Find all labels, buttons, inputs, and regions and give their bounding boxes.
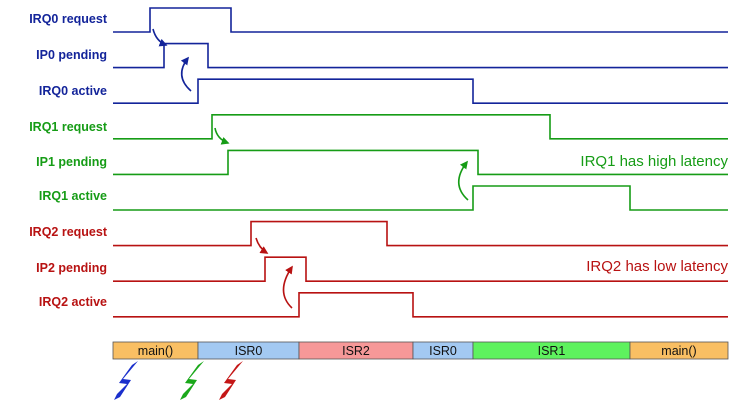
signal-label-irq2-active: IRQ2 active <box>39 295 107 309</box>
timeline-segment-label: ISR1 <box>538 344 566 358</box>
waveforms <box>113 7 728 318</box>
signal-label-irq2-request: IRQ2 request <box>29 225 108 239</box>
lightning-bolt-icon <box>114 361 138 400</box>
signal-label-irq1-active: IRQ1 active <box>39 189 107 203</box>
note-irq1-latency: IRQ1 has high latency <box>580 153 728 170</box>
execution-timeline: main() ISR0 ISR2 ISR0 ISR1 main() <box>112 341 729 360</box>
waveform-ip1-pending <box>113 149 728 176</box>
arrow-irq0-request-to-pending <box>152 28 168 47</box>
signal-label-ip1-pending: IP1 pending <box>36 155 107 169</box>
signal-label-irq0-active: IRQ0 active <box>39 84 107 98</box>
waveform-irq2-request <box>113 220 728 247</box>
timeline-segment-label: ISR0 <box>429 344 457 358</box>
arrow-irq0-pending-to-active <box>180 56 192 92</box>
lightning-bolt-icon <box>219 361 243 400</box>
signal-label-irq1-request: IRQ1 request <box>29 120 108 134</box>
timeline-segment-label: main() <box>138 344 173 358</box>
waveform-ip0-pending <box>113 42 728 69</box>
signal-label-ip0-pending: IP0 pending <box>36 48 107 62</box>
timeline-segment-label: ISR2 <box>342 344 370 358</box>
note-irq2-latency: IRQ2 has low latency <box>586 258 728 275</box>
waveform-irq0-active <box>113 78 728 104</box>
arrow-irq1-pending-to-active <box>457 160 469 201</box>
signal-label-irq0-request: IRQ0 request <box>29 12 108 26</box>
timeline-segment-label: ISR0 <box>235 344 263 358</box>
waveform-irq0-request <box>113 7 728 33</box>
waveform-ip2-pending <box>113 256 728 282</box>
waveform-irq1-request <box>113 114 728 140</box>
timeline-segment-label: main() <box>661 344 696 358</box>
arrow-irq1-request-to-pending <box>214 127 230 145</box>
timeline-segment <box>629 341 729 360</box>
signal-label-ip2-pending: IP2 pending <box>36 261 107 275</box>
arrow-irq2-request-to-pending <box>255 237 269 254</box>
waveform-irq1-active <box>113 185 728 211</box>
waveform-irq2-active <box>113 292 728 318</box>
lightning-bolt-icon <box>180 361 204 400</box>
arrow-irq2-pending-to-active <box>282 265 293 309</box>
